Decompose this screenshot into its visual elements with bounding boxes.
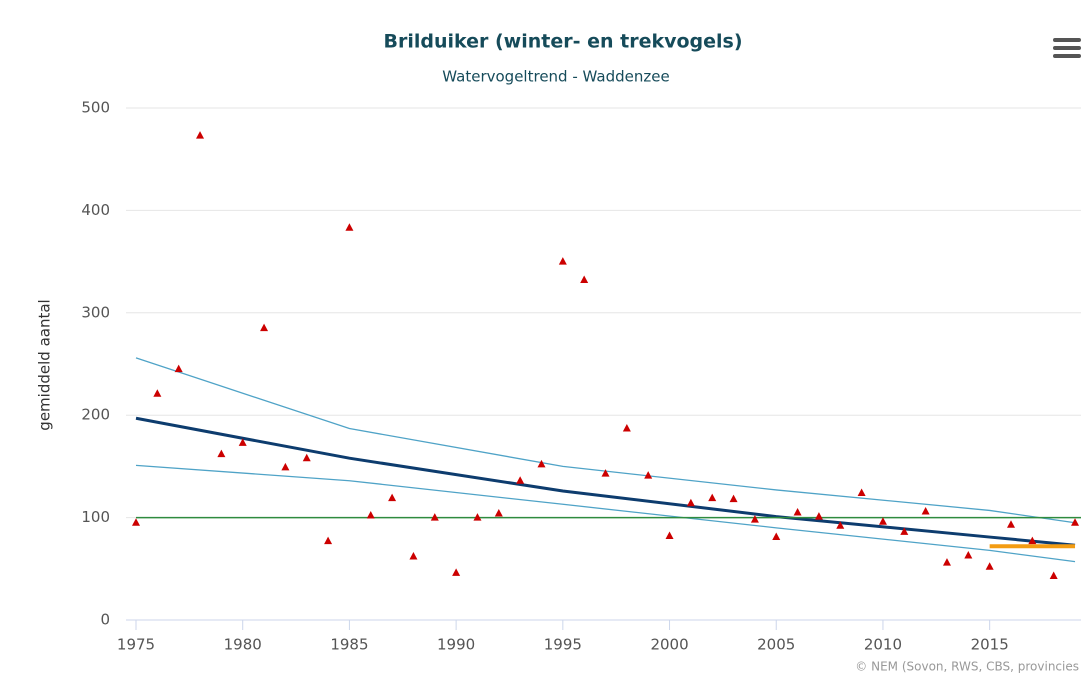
data-point	[302, 453, 311, 462]
data-point	[196, 131, 205, 139]
data-point	[345, 223, 354, 231]
data-point	[793, 507, 802, 516]
y-tick-label: 500	[81, 99, 110, 117]
y-tick-label: 300	[81, 303, 110, 321]
data-point	[857, 488, 866, 497]
menu-button[interactable]	[1053, 38, 1081, 58]
y-tick-label: 400	[81, 201, 110, 219]
x-tick-label: 2010	[864, 636, 902, 654]
data-point	[1049, 571, 1058, 579]
x-tick-label: 1985	[330, 636, 368, 654]
chart-subtitle: Watervogeltrend - Waddenzee	[442, 68, 669, 86]
data-point	[324, 536, 333, 545]
x-tick-label: 1995	[544, 636, 582, 654]
data-point	[494, 509, 503, 517]
data-point	[708, 493, 717, 502]
data-point	[409, 552, 418, 560]
data-point	[516, 476, 525, 484]
x-tick-label: 2000	[650, 636, 688, 654]
data-point	[665, 531, 674, 540]
data-point	[964, 550, 973, 559]
credits: © NEM (Sovon, RWS, CBS, provincies	[855, 660, 1079, 674]
menu-bar	[1053, 46, 1081, 50]
chart-title: Brilduiker (winter- en trekvogels)	[383, 31, 742, 53]
data-point	[132, 518, 140, 526]
data-point	[772, 532, 781, 541]
menu-bar	[1053, 54, 1081, 58]
data-point	[260, 323, 269, 332]
data-point	[750, 515, 759, 523]
y-axis-label: gemiddeld aantal	[36, 299, 54, 430]
x-tick-label: 1980	[224, 636, 262, 654]
data-point	[985, 562, 994, 570]
trend-line	[135, 464, 1076, 563]
data-point	[473, 513, 482, 521]
x-tick-label: 1990	[437, 636, 475, 654]
data-point	[388, 493, 397, 502]
data-point	[366, 511, 375, 519]
data-point	[452, 568, 461, 576]
data-point	[217, 449, 226, 458]
data-point	[921, 506, 930, 515]
y-tick-label: 100	[81, 508, 110, 526]
data-point	[644, 471, 653, 479]
x-tick-label: 2005	[757, 636, 795, 654]
trend-line	[135, 416, 1076, 547]
data-point	[1007, 520, 1015, 528]
data-point	[900, 527, 909, 535]
data-point	[729, 494, 738, 503]
data-point	[686, 498, 695, 507]
y-tick-label: 0	[100, 611, 110, 629]
data-point	[814, 512, 823, 520]
x-tick-label: 1975	[117, 636, 155, 654]
data-point	[1071, 518, 1080, 526]
data-point	[601, 469, 610, 477]
data-point	[878, 517, 887, 525]
data-point	[836, 521, 845, 529]
data-point	[238, 438, 247, 446]
y-tick-label: 200	[81, 406, 110, 424]
data-point	[580, 275, 589, 284]
data-point	[174, 364, 183, 373]
data-point	[430, 513, 439, 521]
trend-line	[135, 357, 1076, 524]
x-tick-label: 2015	[971, 636, 1009, 654]
data-point	[942, 558, 951, 566]
data-point	[558, 257, 567, 265]
menu-bar	[1053, 38, 1081, 42]
data-point	[281, 462, 290, 471]
data-point	[622, 424, 631, 432]
data-point	[1028, 536, 1037, 545]
data-point	[537, 459, 546, 468]
data-point	[153, 389, 162, 397]
